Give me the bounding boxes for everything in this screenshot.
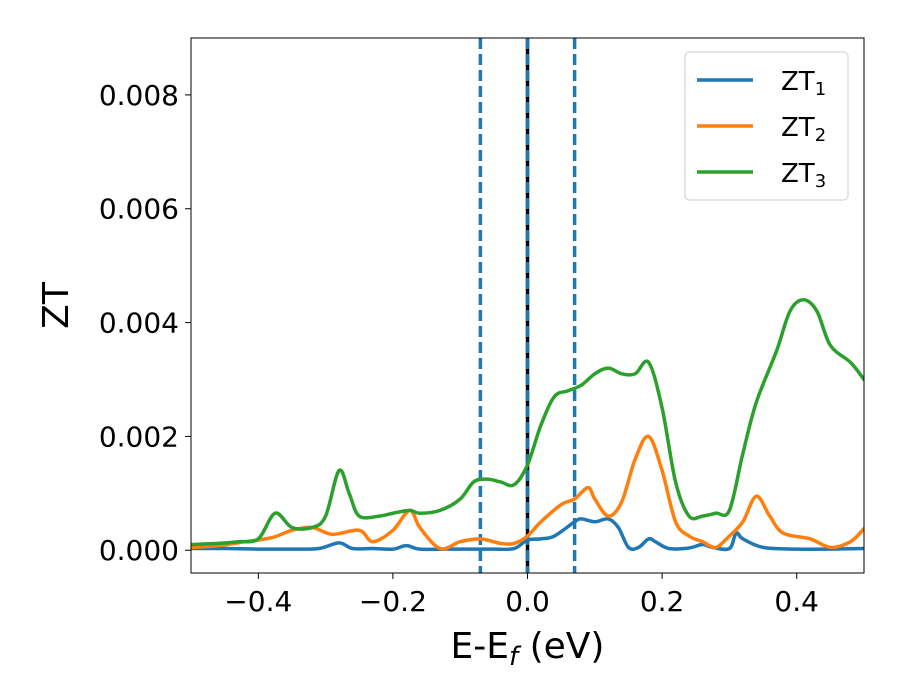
- y-axis-label: ZT: [36, 281, 77, 329]
- legend-label: ZT1: [781, 67, 826, 100]
- series-line-zt3: [191, 298, 864, 547]
- x-axis-label-main: E-E: [451, 626, 509, 667]
- legend: ZT1 ZT2 ZT3: [684, 51, 849, 201]
- vertical-reference-lines: [478, 38, 577, 573]
- legend-box: [684, 51, 849, 201]
- y-tick-label: 0.006: [99, 193, 179, 226]
- series-line-zt1: [191, 517, 864, 552]
- legend-label: ZT2: [781, 113, 826, 146]
- x-tick-label: −0.4: [224, 585, 292, 618]
- y-tick-label: 0.008: [99, 79, 179, 112]
- y-axis-ticks: 0.000 0.002 0.004 0.006 0.008: [99, 79, 191, 567]
- series-lines: [191, 298, 864, 552]
- x-tick-label: 0.2: [640, 585, 685, 618]
- series-line-zt2: [191, 434, 864, 551]
- x-tick-label: 0.4: [774, 585, 819, 618]
- x-axis-label-unit: (eV): [518, 626, 604, 667]
- x-tick-label: −0.2: [359, 585, 427, 618]
- y-tick-label: 0.004: [99, 307, 179, 340]
- x-axis-label: E-Ef (eV): [451, 626, 605, 672]
- y-tick-label: 0.000: [99, 534, 179, 567]
- legend-entry-zt3: ZT3: [697, 159, 826, 192]
- y-tick-label: 0.002: [99, 420, 179, 453]
- legend-entry-zt2: ZT2: [697, 113, 826, 146]
- x-tick-label: 0.0: [505, 585, 550, 618]
- legend-label: ZT3: [781, 159, 826, 192]
- x-axis-ticks: −0.4 −0.2 0.0 0.2 0.4: [224, 573, 819, 618]
- legend-entry-zt1: ZT1: [697, 67, 826, 100]
